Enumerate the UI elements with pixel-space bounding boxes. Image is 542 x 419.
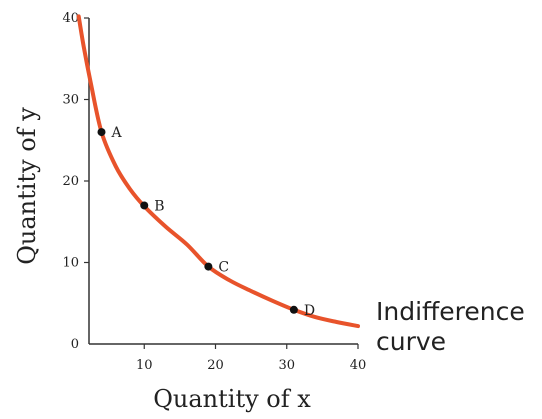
x-tick-label: 20 [207, 358, 224, 373]
point-d [289, 305, 298, 314]
y-tick-label: 20 [62, 174, 79, 189]
axes [88, 18, 358, 345]
point-a [97, 128, 106, 137]
curve-label-line1: Indifference [376, 297, 525, 326]
point-label-d: D [304, 303, 315, 319]
points-layer: A B C D [97, 125, 315, 319]
ticks: 0 10 20 30 40 10 20 30 40 [62, 11, 366, 373]
curve-label-line2: curve [376, 327, 446, 356]
x-tick-label: 40 [350, 358, 367, 373]
y-tick-label: 0 [71, 337, 79, 352]
y-tick-label: 30 [62, 93, 79, 108]
point-label-a: A [111, 125, 123, 141]
indifference-curve-line [76, 14, 360, 329]
x-axis-title: Quantity of x [153, 385, 311, 413]
point-b [140, 201, 149, 210]
x-tick-label: 10 [136, 358, 153, 373]
point-c [204, 262, 213, 271]
point-label-b: B [154, 198, 164, 214]
x-tick-label: 30 [278, 358, 295, 373]
y-tick-label: 10 [62, 256, 79, 271]
y-axis-title: Quantity of y [13, 107, 41, 265]
curve-layer [76, 14, 360, 329]
y-tick-label: 40 [62, 11, 79, 26]
point-label-c: C [218, 260, 229, 276]
